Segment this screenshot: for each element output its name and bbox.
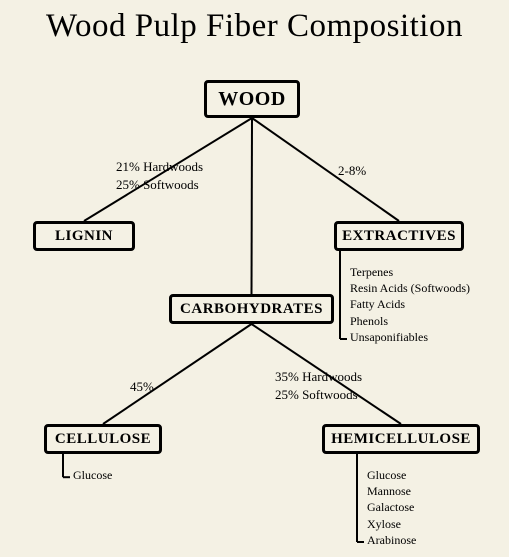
node-extractives: EXTRACTIVES bbox=[334, 221, 464, 251]
list-cellulose: Glucose bbox=[73, 467, 112, 483]
list-extractives: TerpenesResin Acids (Softwoods)Fatty Aci… bbox=[350, 264, 470, 345]
label-hemicellulose-pct: 35% Hardwoods25% Softwoods bbox=[275, 368, 362, 403]
list-hemicellulose: GlucoseMannoseGalactoseXyloseArabinose bbox=[367, 467, 416, 548]
node-wood: WOOD bbox=[204, 80, 300, 118]
node-cellulose: CELLULOSE bbox=[44, 424, 162, 454]
label-lignin-pct: 21% Hardwoods25% Softwoods bbox=[116, 158, 203, 193]
label-extractives-pct: 2-8% bbox=[338, 162, 366, 180]
node-hemicellulose: HEMICELLULOSE bbox=[322, 424, 480, 454]
node-lignin: LIGNIN bbox=[33, 221, 135, 251]
node-carbohydrates: CARBOHYDRATES bbox=[169, 294, 334, 324]
label-cellulose-pct: 45% bbox=[130, 378, 154, 396]
